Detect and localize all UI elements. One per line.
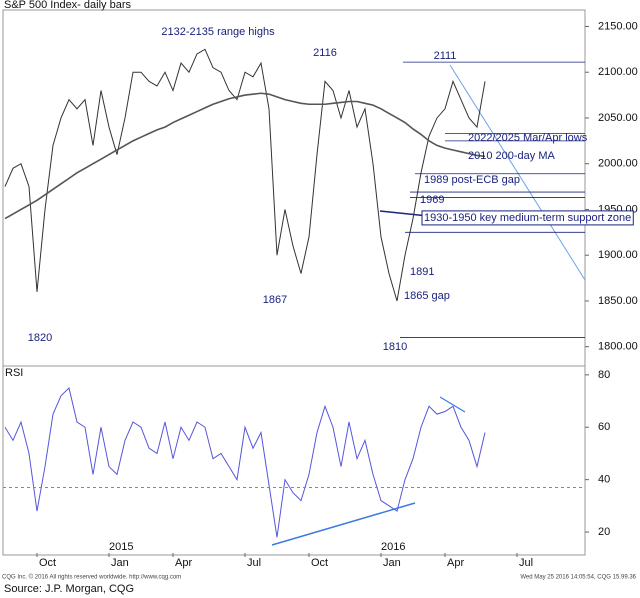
rsi-trend-line: [439, 396, 466, 413]
copyright: CQG Inc. © 2016 All rights reserved worl…: [2, 574, 181, 581]
y-tick-label: 1850.00: [598, 295, 638, 307]
x-tick-label: Jul: [519, 557, 533, 569]
annotation: 1865 gap: [404, 290, 450, 302]
y-tick-label: 60: [598, 421, 610, 433]
source: Source: J.P. Morgan, CQG: [4, 583, 134, 595]
data-line: [4, 386, 486, 538]
y-tick-label: 2100.00: [598, 66, 638, 78]
annotation: 2132-2135 range highs: [161, 26, 275, 38]
chart-title: S&P 500 Index- daily bars: [4, 0, 131, 11]
x-tick-label: Apr: [447, 557, 464, 569]
y-tick-label: 1900.00: [598, 249, 638, 261]
moving-average: [4, 92, 486, 220]
annotation: 1820: [28, 332, 52, 344]
y-tick-label: 2000.00: [598, 158, 638, 170]
x-tick-label: Oct: [39, 557, 56, 569]
annotation: 2111: [434, 50, 457, 62]
x-year-label: 2016: [381, 541, 405, 553]
x-year-label: 2015: [109, 541, 133, 553]
trend-line: [449, 64, 586, 281]
annotation: 1891: [410, 266, 434, 278]
x-tick-label: Jan: [111, 557, 129, 569]
x-tick-label: Oct: [311, 557, 328, 569]
y-tick-label: 80: [598, 369, 610, 381]
annotation: 2010 200-day MA: [468, 150, 555, 162]
x-tick-label: Jul: [247, 557, 261, 569]
annotation: 1969: [420, 194, 444, 206]
y-tick-label: 40: [598, 474, 610, 486]
data-line: [4, 48, 486, 302]
annotation-box: [421, 210, 634, 226]
rsi-title: RSI: [5, 367, 23, 379]
support-line: [379, 210, 429, 217]
timestamp: Wed May 25 2016 14:05:54, CQG 15.99.36: [520, 575, 636, 581]
frame: [2, 9, 586, 556]
rsi-trend-line: [271, 502, 416, 546]
y-tick-label: 2150.00: [598, 20, 638, 32]
annotation: 1867: [263, 294, 287, 306]
annotation: 1989 post-ECB gap: [424, 174, 520, 186]
y-tick-label: 1800.00: [598, 341, 638, 353]
annotation: 1810: [383, 341, 407, 353]
y-tick-label: 20: [598, 526, 610, 538]
annotation: 1930-1950 key medium-term support zone: [424, 212, 631, 224]
x-tick-label: Apr: [175, 557, 192, 569]
annotation: 2116: [313, 47, 337, 59]
x-tick-label: Jan: [383, 557, 401, 569]
y-tick-label: 2050.00: [598, 112, 638, 124]
annotation: 2022/2025 Mar/Apr lows: [468, 132, 588, 144]
